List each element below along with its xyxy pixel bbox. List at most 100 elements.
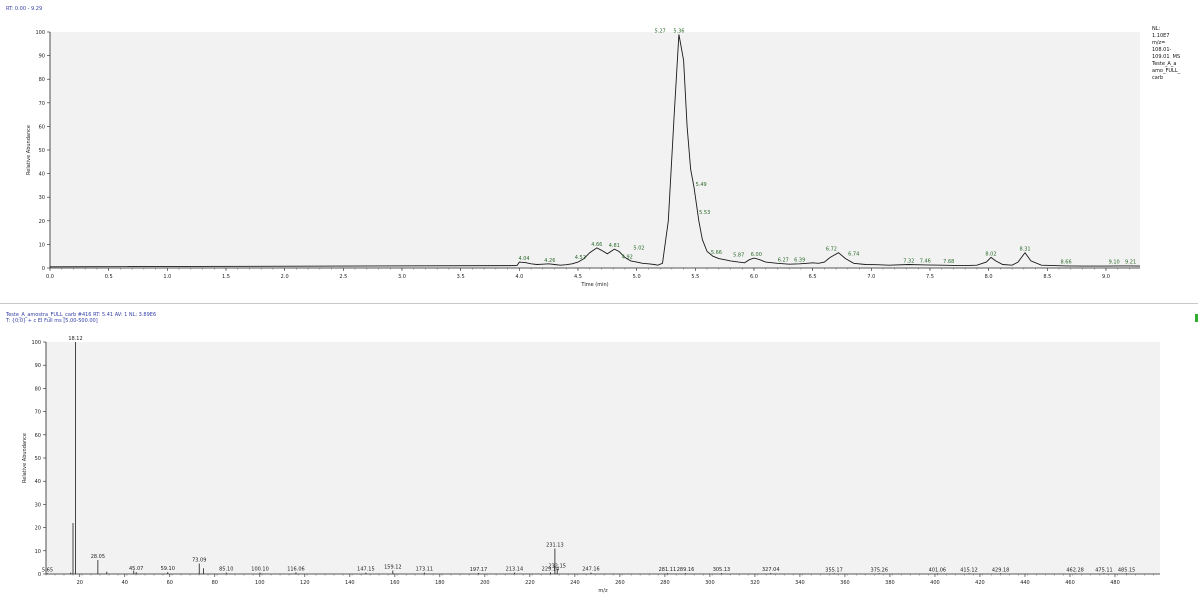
peak-label: 6.72: [826, 247, 837, 253]
spectrum-x-tick-label: 400: [930, 580, 940, 586]
peak-label: 5.27: [655, 28, 666, 34]
chromatogram-x-tick-label: 1.5: [222, 274, 230, 280]
chromatogram-y-tick-label: 100: [35, 30, 45, 36]
spectrum-peak-label: 232.15: [548, 563, 566, 569]
spectrum-x-tick-label: 480: [1110, 580, 1120, 586]
spectrum-peak-label: 116.06: [287, 566, 305, 572]
peak-label: 5.49: [696, 182, 707, 188]
spectrum-x-tick-label: 380: [885, 580, 895, 586]
scan-marker: [1195, 314, 1198, 322]
spectrum-peak-label: 415.12: [960, 567, 978, 573]
spectrum-peak-label: 375.26: [871, 567, 889, 573]
spectrum-y-tick-label: 90: [35, 363, 41, 369]
spectrum-peak-label: 45.07: [129, 566, 143, 572]
spectrum-y-tick-label: 50: [35, 456, 41, 462]
spectrum-peak-label: 401.06: [929, 567, 947, 573]
peak-label: 5.66: [711, 250, 722, 256]
spectrum-y-tick-label: 40: [35, 479, 41, 485]
chromatogram-plot-area: [50, 32, 1140, 268]
spectrum-x-tick-label: 440: [1020, 580, 1030, 586]
spectrum-peak-label: 429.18: [992, 567, 1010, 573]
spectrum-x-tick-label: 180: [435, 580, 445, 586]
chromatogram-trace: [49, 34, 1141, 268]
chromatogram-x-tick-label: 6.0: [750, 274, 758, 280]
peak-label: 8.31: [1019, 247, 1030, 253]
mz-range-1: 108.01-: [1152, 47, 1172, 53]
spectrum-x-tick-label: 460: [1065, 580, 1075, 586]
chromatogram-info: NL: 1.10E7 m/z= 108.01- 109.01 MS Teste_…: [1152, 26, 1180, 82]
chromatogram-x-tick-label: 4.5: [574, 274, 582, 280]
spectrum-y-tick-label: 20: [35, 526, 41, 532]
peak-label: 6.27: [778, 257, 789, 263]
chromatogram-y-tick-label: 10: [39, 242, 45, 248]
spectrum-plot-area: [46, 342, 1160, 574]
peak-label: 6.39: [794, 257, 805, 263]
spectrum-peak-label: 289.16: [677, 567, 695, 573]
spectrum-peak-label: 462.28: [1066, 567, 1084, 573]
spectrum-x-tick-label: 100: [255, 580, 265, 586]
spectrum-x-tick-label: 320: [750, 580, 760, 586]
spectrum-peak-label: 173.11: [416, 567, 434, 573]
peak-label: 9.21: [1125, 260, 1136, 266]
chromatogram-x-tick-label: 3.0: [398, 274, 406, 280]
file-name-1: Teste_A_a: [1152, 61, 1177, 67]
peak-label: 4.52: [575, 255, 586, 261]
spectrum-x-tick-label: 20: [77, 580, 83, 586]
chromatogram-x-tick-label: 9.0: [1102, 274, 1110, 280]
peak-label: 7.32: [903, 258, 914, 264]
peak-label: 4.92: [622, 254, 633, 260]
chromatogram-y-tick-label: 0: [42, 266, 45, 272]
chromatogram-x-axis-label: Time (min): [580, 282, 608, 288]
chromatogram-x-tick-label: 2.5: [339, 274, 347, 280]
file-name-3: carb: [1152, 75, 1164, 81]
spectrum-peak-label: 5.65: [42, 567, 53, 573]
peak-label: 4.26: [544, 258, 555, 264]
chromatogram-y-axis-label: Relative Abundance: [26, 125, 32, 175]
spectrum-peak-label: 281.11: [659, 567, 677, 573]
chromatogram-y-tick-label: 40: [39, 172, 45, 178]
chromatogram-x-tick-label: 7.5: [926, 274, 934, 280]
peak-label: 4.81: [609, 243, 620, 249]
peak-label: 5.36: [673, 28, 684, 34]
peak-label: 8.66: [1061, 260, 1072, 266]
chromatogram-x-tick-label: 3.5: [457, 274, 465, 280]
spectrum-y-tick-label: 60: [35, 433, 41, 439]
peak-label: 6.74: [848, 251, 859, 257]
spectrum-y-tick-label: 70: [35, 410, 41, 416]
spectrum-peak-label: 100.10: [251, 567, 269, 573]
spectrum-filter-header: T: {0;0} + c EI Full ms [5.00-500.00]: [6, 318, 98, 324]
spectrum-peak-label: 85.10: [219, 567, 233, 573]
spectrum-x-tick-label: 220: [525, 580, 535, 586]
chromatogram-x-tick-label: 5.5: [691, 274, 699, 280]
peak-label: 8.02: [985, 251, 996, 257]
spectrum-peak-label: 247.16: [582, 567, 600, 573]
chromatogram-y-tick-label: 70: [39, 101, 45, 107]
spectrum-peak-label: 475.11: [1095, 567, 1113, 573]
chromatogram-x-tick-label: 2.0: [281, 274, 289, 280]
spectrum-peak-label: 18.12: [68, 336, 82, 342]
spectrum-peak-label: 231.13: [546, 542, 564, 548]
chromatogram-x-tick-label: 4.0: [515, 274, 523, 280]
spectrum-x-tick-label: 160: [390, 580, 400, 586]
chromatogram-x-tick-label: 1.0: [163, 274, 171, 280]
spectrum-x-tick-label: 120: [300, 580, 310, 586]
spectrum-x-tick-label: 140: [345, 580, 355, 586]
peak-label: 4.66: [591, 242, 602, 248]
peak-label: 4.04: [518, 256, 529, 262]
spectrum-y-tick-label: 100: [31, 340, 41, 346]
spectrum-x-tick-label: 40: [122, 580, 128, 586]
spectrum-y-tick-label: 0: [38, 572, 41, 578]
spectrum-peak-label: 73.09: [192, 558, 206, 564]
spectrum-peak-label: 147.15: [357, 567, 375, 573]
spectrum-peak-label: 197.17: [470, 567, 488, 573]
spectrum-x-tick-label: 200: [480, 580, 490, 586]
chromatogram-y-tick-label: 20: [39, 219, 45, 225]
panel-divider: [0, 303, 1198, 304]
chromatogram-y-tick-label: 80: [39, 77, 45, 83]
spectrum-peak-label: 305.13: [713, 567, 731, 573]
peak-label: 9.10: [1109, 260, 1120, 266]
spectrum-x-axis-label: m/z: [598, 588, 608, 594]
spectrum-peak-label: 327.04: [762, 567, 780, 573]
chromatogram-x-tick-label: 0.0: [46, 274, 54, 280]
mz-range-2: 109.01 MS: [1152, 54, 1181, 60]
